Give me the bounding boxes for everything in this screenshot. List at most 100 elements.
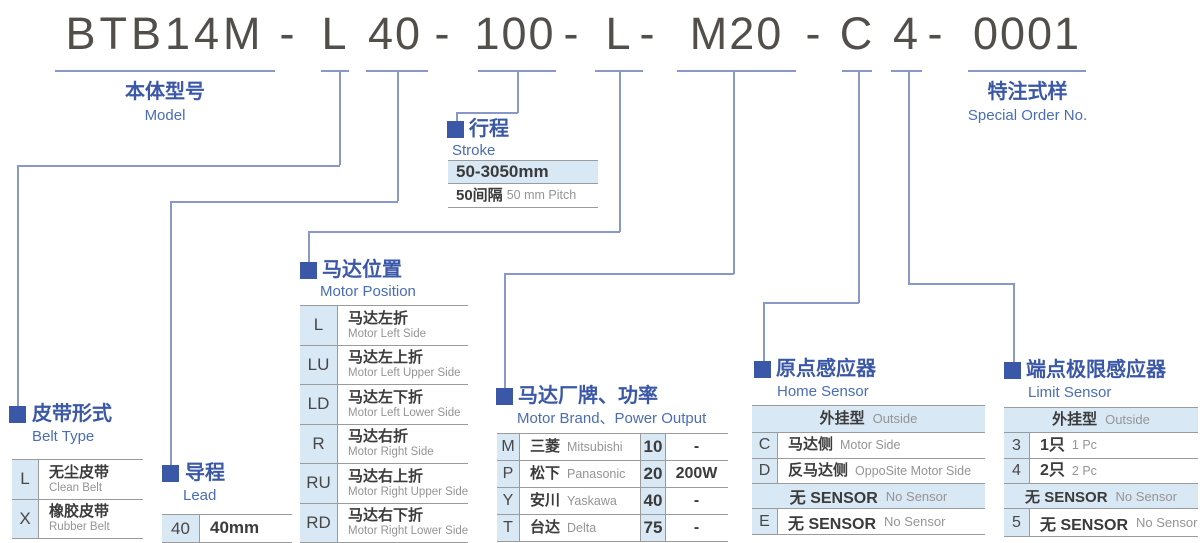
row-label-zh: 2只 — [1040, 462, 1065, 480]
brand-zh: 台达 — [530, 519, 561, 536]
motor-brand-title-zh: 马达厂牌、功率 — [518, 385, 658, 407]
power-code-cell: 10 — [640, 434, 666, 460]
section-marker-icon — [447, 121, 464, 138]
code-cell: LD — [300, 385, 338, 424]
code-cell: L — [300, 306, 338, 345]
title-segment-belt: L — [321, 7, 349, 59]
brand-zh: 三菱 — [530, 438, 561, 455]
row-label-en: Motor Left Lower Side — [348, 406, 461, 419]
table-row: X 橡胶皮带 Rubber Belt — [12, 499, 143, 539]
power-cell: - — [693, 519, 700, 536]
title-segment-home-sensor: C — [839, 7, 875, 59]
code-cell: R — [300, 424, 338, 463]
belt-type-title-zh: 皮带形式 — [32, 403, 112, 425]
motor-position-table: L 马达左折 Motor Left Side LU 马达左上折 Motor Le… — [300, 305, 468, 543]
power-cell: - — [693, 438, 700, 455]
table-row: LD 马达左下折 Motor Left Lower Side — [300, 385, 468, 425]
stroke-title-en: Stroke — [452, 142, 496, 159]
table-row: 5 无 SENSOR No Sensor — [1004, 509, 1198, 537]
section-marker-icon — [1004, 362, 1021, 379]
table-row: 4 2只 2 Pc — [1004, 459, 1198, 484]
title-segment-stroke: 100 — [474, 7, 556, 59]
code-cell: 3 — [1004, 433, 1030, 458]
brand-zh: 松下 — [530, 465, 561, 482]
code-cell: C — [752, 433, 778, 458]
table-row: C 马达侧 Motor Side — [752, 433, 985, 459]
group-header-row: 外挂型 Outside — [752, 406, 985, 433]
row-label-en: Rubber Belt — [49, 521, 110, 534]
brand-en: Mitsubishi — [567, 439, 623, 454]
model-label-en: Model — [144, 107, 186, 124]
group-header-en: Outside — [872, 410, 918, 426]
row-label-en: Motor Right Upper Side — [348, 485, 469, 498]
table-row: L 无尘皮带 Clean Belt — [12, 460, 143, 500]
stroke-table: 50-3050mm 50间隔 50 mm Pitch — [448, 160, 598, 208]
section-marker-icon — [9, 406, 26, 423]
brand-en: Panasonic — [567, 466, 626, 481]
code-cell: 4 — [1004, 459, 1030, 483]
brand-en: Yaskawa — [567, 493, 617, 508]
power-code-cell: 75 — [640, 515, 666, 541]
table-row: R 马达右折 Motor Right Side — [300, 424, 468, 464]
table-row: P 松下 Panasonic 20 200W — [497, 461, 728, 488]
motor-brand-table: M 三菱 Mitsubishi 10 - P 松下 Panasonic 20 2… — [497, 433, 728, 542]
home-sensor-table: 外挂型 Outside C 马达侧 Motor Side D 反马达侧 Oppo… — [752, 405, 985, 535]
lead-title-zh: 导程 — [185, 462, 225, 484]
motor-brand-title-en: Motor Brand、Power Output — [517, 410, 707, 427]
power-cell: 200W — [675, 465, 718, 482]
stroke-range: 50-3050mm — [456, 161, 549, 181]
table-row: D 反马达侧 OppoSite Motor Side — [752, 458, 985, 484]
row-label-zh: 马达侧 — [788, 436, 834, 454]
row-label-en: Motor Side — [840, 438, 901, 453]
row-label-zh: 马达左上折 — [348, 349, 424, 367]
row-label-zh: 无尘皮带 — [49, 463, 110, 481]
row-label-en: 1 Pc — [1071, 438, 1097, 453]
row-label-en: OppoSite Motor Side — [855, 463, 972, 478]
power-code-cell: 20 — [640, 461, 666, 487]
model-label: 本体型号 Model — [55, 82, 275, 123]
title-hyphen: - — [279, 7, 297, 59]
row-label-en: No Sensor — [884, 514, 946, 529]
code-cell: E — [752, 509, 778, 534]
row-label-en: Motor Left Side — [348, 327, 426, 340]
limit-sensor-table: 外挂型 Outside 3 1只 1 Pc 4 2只 2 Pc 无 SENSOR… — [1004, 407, 1198, 537]
limit-sensor-title-zh: 端点极限感应器 — [1026, 359, 1166, 381]
motor-position-title-zh: 马达位置 — [322, 259, 402, 281]
stroke-pitch-en: 50 mm Pitch — [506, 188, 577, 203]
table-row: M 三菱 Mitsubishi 10 - — [497, 434, 728, 461]
brand-zh: 安川 — [530, 492, 561, 509]
title-hyphen: - — [805, 7, 823, 59]
code-cell: RU — [300, 464, 338, 503]
table-row: 40 40mm — [162, 515, 292, 543]
no-sensor-zh: 无 SENSOR — [789, 490, 878, 507]
table-row: 50间隔 50 mm Pitch — [448, 184, 598, 208]
code-cell: LU — [300, 345, 338, 384]
lead-table: 40 40mm — [162, 514, 292, 543]
code-cell: M — [497, 434, 520, 460]
table-row: E 无 SENSOR No Sensor — [752, 509, 985, 535]
row-label-en: Motor Left Upper Side — [348, 367, 461, 380]
row-label-en: Motor Right Side — [348, 446, 434, 459]
no-sensor-en: No Sensor — [1115, 488, 1177, 504]
row-label-zh: 橡胶皮带 — [49, 503, 110, 521]
table-row: RU 马达右上折 Motor Right Upper Side — [300, 464, 468, 504]
code-cell: T — [497, 515, 520, 541]
underline-belt — [321, 70, 349, 72]
group-header-en: Outside — [1105, 411, 1150, 427]
no-sensor-row: 无 SENSOR No Sensor — [1004, 484, 1198, 509]
row-label-zh: 马达右折 — [348, 428, 409, 446]
code-cell: RD — [300, 503, 338, 542]
group-header-zh: 外挂型 — [819, 410, 865, 427]
title-segment-motor-position: L — [605, 7, 633, 59]
table-row: LU 马达左上折 Motor Left Upper Side — [300, 345, 468, 385]
special-order-label-en: Special Order No. — [967, 107, 1088, 124]
underline-home-sensor — [842, 70, 872, 72]
stroke-pitch-zh: 50间隔 — [456, 186, 503, 204]
code-cell: Y — [497, 488, 520, 514]
group-header-zh: 外挂型 — [1052, 411, 1098, 428]
row-label-en: 2 Pc — [1071, 463, 1097, 478]
belt-type-table: L 无尘皮带 Clean Belt X 橡胶皮带 Rubber Belt — [12, 459, 143, 539]
no-sensor-zh: 无 SENSOR — [1025, 488, 1108, 506]
table-row: RD 马达右下折 Motor Right Lower Side — [300, 503, 468, 543]
